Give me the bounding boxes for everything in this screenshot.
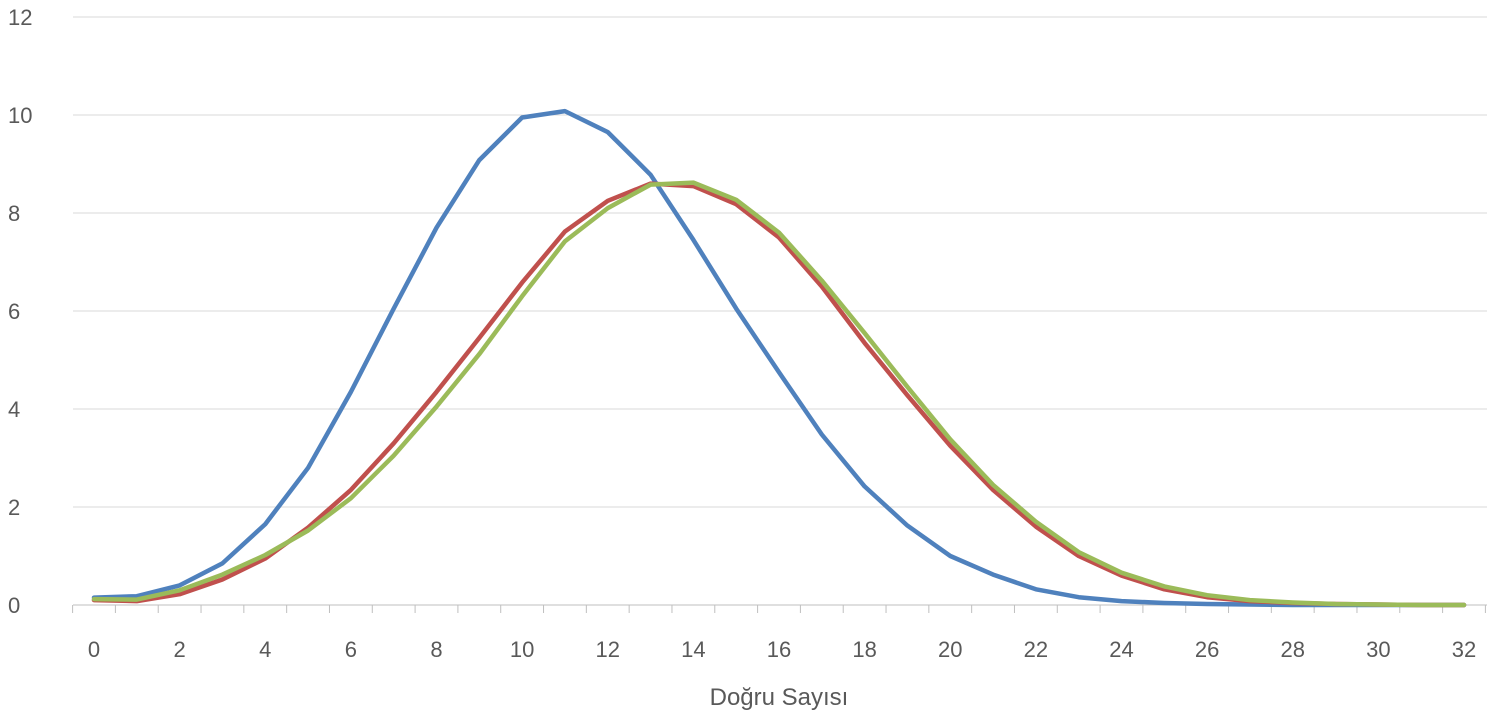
x-tick-label: 4	[259, 637, 271, 662]
y-tick-label: 8	[8, 201, 20, 226]
y-tick-label: 10	[8, 103, 32, 128]
x-tick-label: 12	[596, 637, 620, 662]
x-axis-title: Doğru Sayısı	[710, 684, 849, 711]
x-tick-label: 10	[510, 637, 534, 662]
data-series	[91, 108, 1467, 608]
series-line-3	[91, 180, 1467, 608]
y-tick-label: 4	[8, 397, 20, 422]
x-tick-label: 28	[1281, 637, 1305, 662]
x-tick-label: 8	[430, 637, 442, 662]
x-tick-label: 30	[1366, 637, 1390, 662]
y-tick-label: 6	[8, 299, 20, 324]
x-tick-label: 18	[852, 637, 876, 662]
y-tick-label: 0	[8, 593, 20, 618]
grid-lines	[73, 16, 1487, 508]
x-tick-label: 20	[938, 637, 962, 662]
x-tick-label: 32	[1452, 637, 1476, 662]
x-axis-tick-labels: 0 2 4 6 8 10 12 14 16 18 20 22 24 26 28 30 32	[88, 637, 1476, 662]
x-tick-label: 24	[1109, 637, 1133, 662]
x-tick-label: 2	[174, 637, 186, 662]
x-tick-label: 22	[1024, 637, 1048, 662]
x-tick-label: 6	[345, 637, 357, 662]
y-tick-label: 2	[8, 495, 20, 520]
y-axis-tick-labels: 0 2 4 6 8 10 12	[8, 5, 32, 618]
x-tick-label: 0	[88, 637, 100, 662]
series-line-1	[91, 108, 1467, 608]
x-tick-label: 16	[767, 637, 791, 662]
y-tick-label: 12	[8, 5, 32, 30]
x-tick-label: 14	[681, 637, 705, 662]
series-line-2	[91, 181, 1467, 608]
x-tick-label: 26	[1195, 637, 1219, 662]
